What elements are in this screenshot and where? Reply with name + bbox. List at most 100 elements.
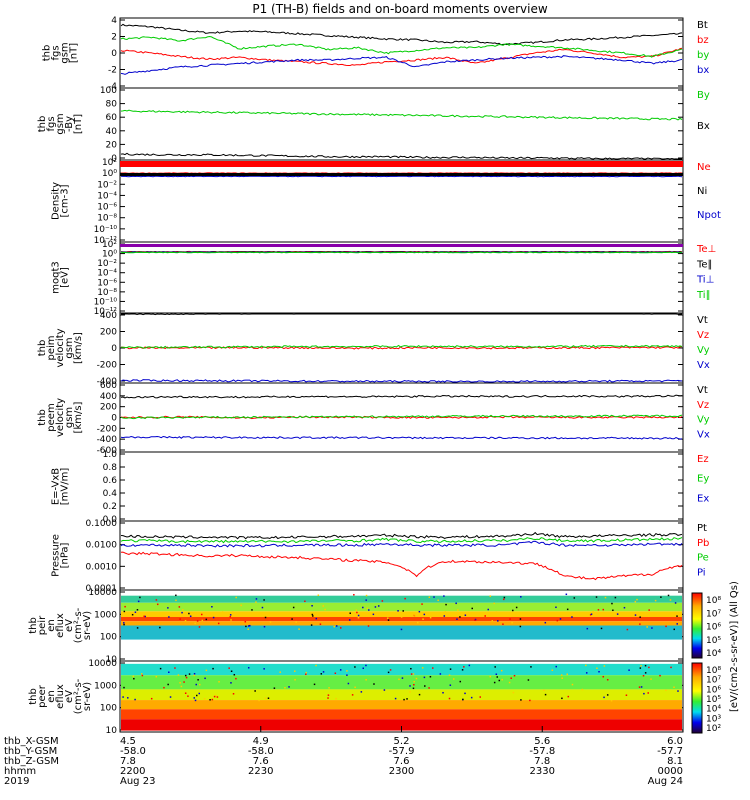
legend-Ti∥: Ti∥ bbox=[696, 290, 711, 301]
y-tick-label: 10⁻² bbox=[97, 180, 117, 190]
spectrogram-speck bbox=[648, 609, 650, 611]
colorbar-tick: 10⁷ bbox=[706, 676, 721, 686]
spectrogram-band bbox=[121, 621, 682, 626]
spectrogram-speck bbox=[386, 617, 389, 619]
spectrogram-speck bbox=[659, 611, 661, 614]
spectrogram-speck bbox=[503, 596, 506, 599]
spectrogram-speck bbox=[351, 694, 354, 696]
spectrogram-speck bbox=[247, 667, 250, 669]
spectrogram-speck bbox=[519, 625, 522, 628]
x-tick-label: -57.9 bbox=[389, 746, 415, 757]
spectrogram-speck bbox=[335, 625, 338, 627]
spectrogram-speck bbox=[445, 603, 447, 606]
spectrogram-speck bbox=[592, 610, 594, 613]
spectrogram-speck bbox=[328, 687, 330, 689]
y-tick-label: -600 bbox=[97, 446, 118, 456]
spectrogram-speck bbox=[339, 669, 342, 671]
y-tick-label: 0.0100 bbox=[86, 541, 118, 551]
spectrogram-speck bbox=[529, 699, 531, 702]
spectrogram-speck bbox=[317, 594, 320, 597]
spectrogram-speck bbox=[403, 698, 405, 701]
colorbar bbox=[691, 662, 703, 734]
spectrogram-speck bbox=[647, 692, 649, 694]
spectrogram-speck bbox=[509, 618, 511, 620]
series-Bx bbox=[120, 152, 682, 160]
spectrogram-speck bbox=[201, 619, 204, 622]
spectrogram-speck bbox=[374, 606, 377, 608]
spectrogram-speck bbox=[168, 671, 170, 674]
y-axis-label: thb bbox=[37, 116, 48, 133]
x-tick-label: 8.1 bbox=[667, 756, 683, 767]
y-axis-label: en bbox=[46, 690, 57, 703]
x-tick-label: 6.0 bbox=[667, 736, 683, 747]
spectrogram-speck bbox=[456, 618, 458, 620]
x-row-label: thb_Z-GSM bbox=[4, 756, 59, 767]
spectrogram-speck bbox=[175, 599, 177, 602]
spectrogram-speck bbox=[211, 698, 214, 701]
spectrogram-speck bbox=[365, 599, 367, 601]
colorbar-tick: 10⁶ bbox=[706, 685, 721, 695]
spectrogram-speck bbox=[449, 668, 452, 670]
spectrogram-speck bbox=[212, 667, 214, 670]
legend-Ti⊥: Ti⊥ bbox=[696, 275, 714, 286]
spectrogram-speck bbox=[543, 689, 545, 692]
spectrogram-speck bbox=[247, 625, 250, 627]
spectrogram-speck bbox=[611, 602, 613, 605]
spectrogram-speck bbox=[322, 671, 325, 673]
spectrogram-speck bbox=[493, 681, 496, 684]
y-tick-label: 4 bbox=[111, 16, 117, 26]
spectrogram-speck bbox=[232, 693, 235, 695]
y-tick-label: 10000 bbox=[88, 659, 117, 669]
y-axis-label: eflux bbox=[55, 684, 66, 709]
spectrogram-speck bbox=[339, 627, 342, 629]
x-row-label: thb_Y-GSM bbox=[4, 746, 57, 757]
spectrogram-speck bbox=[418, 610, 421, 613]
spectrogram-speck bbox=[640, 686, 643, 688]
series-Vy bbox=[120, 344, 683, 349]
spectrogram-9 bbox=[119, 660, 684, 733]
spectrogram-speck bbox=[414, 614, 416, 616]
spectrogram-speck bbox=[251, 609, 253, 611]
spectrogram-speck bbox=[585, 672, 588, 674]
spectrogram-speck bbox=[137, 600, 140, 603]
spectrogram-speck bbox=[373, 683, 375, 685]
y-tick-label: 0.0 bbox=[103, 515, 118, 525]
spectrogram-speck bbox=[261, 606, 264, 609]
y-axis-label: gsm bbox=[64, 407, 75, 428]
spectrogram-speck bbox=[409, 691, 411, 693]
panel-6: 1.0 0.8 0.6 0.4 0.2 0.0 E=-VxB[mV/m] Ez Ey Ex bbox=[51, 450, 710, 525]
y-tick-label: -200 bbox=[97, 361, 118, 371]
spectrogram-speck bbox=[665, 625, 667, 628]
spectrogram-speck bbox=[169, 696, 172, 698]
spectrogram-speck bbox=[442, 691, 444, 694]
spectrogram-band bbox=[121, 625, 682, 640]
spectrogram-speck bbox=[362, 667, 365, 670]
spectrogram-speck bbox=[561, 677, 563, 679]
spectrogram-speck bbox=[215, 694, 217, 697]
y-axis-label: E=-VxB bbox=[51, 468, 62, 505]
spectrogram-speck bbox=[566, 673, 568, 676]
spectrogram-speck bbox=[581, 688, 584, 691]
spectrogram-speck bbox=[400, 628, 403, 631]
panel-frame bbox=[119, 520, 684, 591]
spectrogram-speck bbox=[216, 696, 219, 698]
spectrogram-speck bbox=[586, 627, 589, 630]
spectrogram-band bbox=[121, 639, 682, 649]
spectrogram-speck bbox=[228, 667, 230, 669]
spectrogram-speck bbox=[199, 683, 201, 686]
spectrogram-speck bbox=[136, 609, 139, 611]
spectrogram-speck bbox=[230, 619, 232, 621]
spectrogram-speck bbox=[457, 609, 459, 611]
spectrogram-speck bbox=[322, 605, 325, 607]
legend-By: By bbox=[697, 90, 710, 101]
spectrogram-speck bbox=[310, 624, 313, 626]
series-Pi bbox=[120, 540, 683, 548]
y-axis-label: Pressure bbox=[51, 534, 62, 577]
spectrogram-speck bbox=[212, 616, 215, 619]
x-row-label: 2019 bbox=[4, 776, 29, 787]
spectrogram-speck bbox=[398, 678, 400, 681]
legend-Ex: Ex bbox=[697, 493, 709, 504]
spectrogram-speck bbox=[602, 675, 605, 678]
spectrogram-speck bbox=[410, 673, 413, 675]
